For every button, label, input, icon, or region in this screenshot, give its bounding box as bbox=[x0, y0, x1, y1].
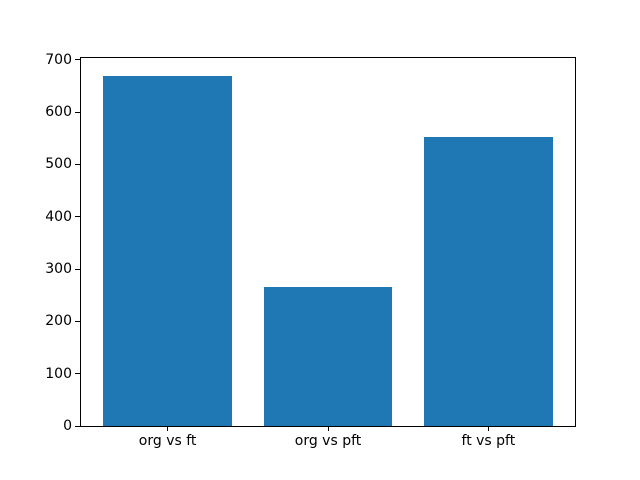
plot-area: org vs ft org vs pft ft vs pft 0 100 200 300 40… bbox=[45, 52, 576, 449]
y-tick-mark bbox=[75, 163, 80, 165]
y-tick-label: 300 bbox=[45, 261, 72, 278]
y-tick-label: 200 bbox=[45, 313, 72, 330]
bar-org-vs-ft bbox=[103, 75, 232, 426]
x-tick-mark bbox=[327, 426, 329, 431]
y-tick-label: 500 bbox=[45, 156, 72, 173]
x-tick-mark bbox=[167, 426, 169, 431]
y-tick-mark bbox=[75, 320, 80, 322]
x-tick-label: ft vs pft bbox=[461, 433, 516, 449]
y-tick-label: 100 bbox=[45, 365, 72, 382]
bar-org-vs-pft bbox=[263, 287, 393, 426]
y-tick-mark bbox=[75, 373, 80, 375]
y-tick-label: 0 bbox=[63, 418, 72, 434]
y-tick-label: 700 bbox=[45, 51, 72, 68]
bar-ft-vs-pft bbox=[424, 137, 553, 426]
y-tick-label: 400 bbox=[45, 208, 72, 225]
y-tick-mark bbox=[75, 111, 80, 113]
y-tick-mark bbox=[75, 59, 80, 61]
x-tick-label: org vs pft bbox=[294, 433, 362, 449]
y-tick-label: 600 bbox=[45, 104, 72, 121]
y-tick-mark bbox=[75, 216, 80, 218]
y-tick-mark bbox=[75, 268, 80, 270]
x-tick-mark bbox=[487, 426, 489, 431]
x-tick-label: org vs ft bbox=[138, 433, 197, 449]
y-tick-mark bbox=[75, 425, 80, 427]
